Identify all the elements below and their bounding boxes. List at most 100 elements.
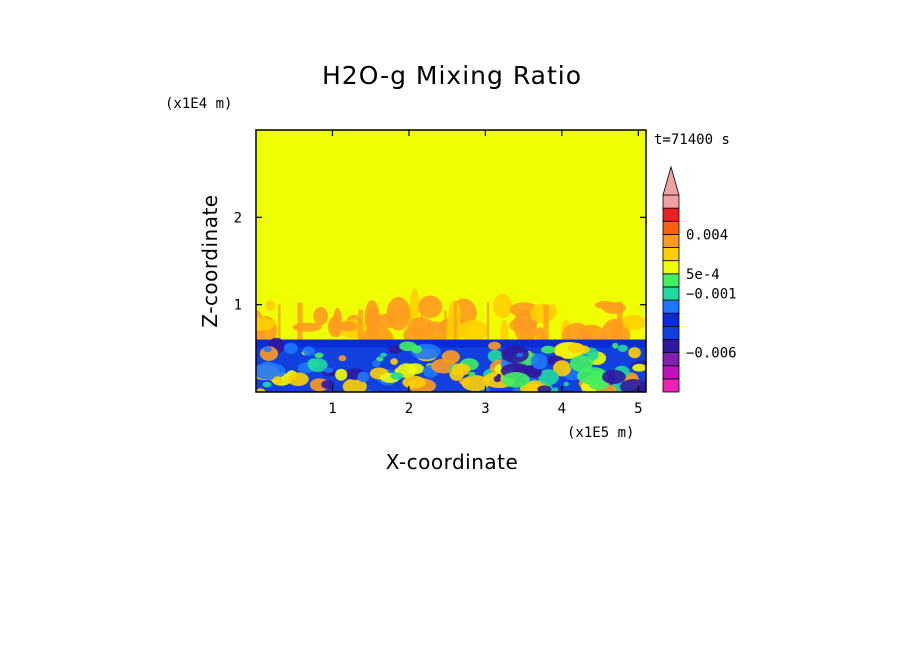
mixing-blob <box>496 373 502 379</box>
x-tick-label: 1 <box>328 401 336 417</box>
colorbar-swatch <box>662 352 680 367</box>
mixing-blob <box>372 360 381 368</box>
mixing-blob <box>302 346 315 356</box>
plot-frame <box>255 129 647 393</box>
plume-blob <box>292 322 322 332</box>
colorbar-swatch <box>662 273 680 288</box>
mixing-blob <box>628 347 641 359</box>
mixing-blob <box>376 356 384 362</box>
x-tick-label: 5 <box>634 401 642 417</box>
plume-column <box>543 304 549 344</box>
mixing-blob <box>553 387 559 392</box>
mixing-blob <box>620 379 646 392</box>
colorbar-swatch <box>662 260 680 275</box>
mixing-blob <box>531 353 548 370</box>
plume-column <box>297 302 303 342</box>
mixing-blob <box>431 358 457 374</box>
plume-blob <box>374 313 398 329</box>
x-scale-label: (x1E5 m) <box>567 425 634 441</box>
mixing-blob <box>569 355 593 372</box>
colorbar-swatch <box>662 286 680 301</box>
colorbar-label: −0.001 <box>686 287 737 303</box>
mixing-blob <box>321 380 335 389</box>
mixing-blob <box>314 352 324 359</box>
colorbar-label: −0.006 <box>686 346 737 362</box>
mixing-blob <box>402 375 426 389</box>
mixing-blob <box>502 372 530 388</box>
plot-area <box>256 130 646 392</box>
y-axis-label: Z-coordinate <box>198 194 222 327</box>
plume-blob <box>445 315 462 345</box>
mixing-blob <box>617 344 628 352</box>
mixing-blob <box>338 355 347 362</box>
mixing-blob <box>612 342 619 349</box>
plume-column <box>617 301 623 342</box>
plume-blob <box>328 316 342 338</box>
colorbar-swatch <box>662 194 680 209</box>
mixing-blob <box>516 352 524 357</box>
mixing-blob <box>632 363 646 372</box>
mixing-blob <box>512 387 521 392</box>
x-tick-label: 4 <box>558 401 566 417</box>
axis-ticks: 1 2 3 4 5 1 2 <box>234 130 646 417</box>
mixing-blob <box>538 369 559 386</box>
colorbar: 0.004 5e-4 −0.001 −0.006 <box>662 165 737 393</box>
mixing-blob <box>323 367 334 373</box>
x-tick-label: 2 <box>405 401 413 417</box>
plume-blob <box>313 307 328 326</box>
mixing-blob <box>501 345 529 364</box>
plume-column <box>486 302 490 342</box>
mixing-blob <box>461 375 490 392</box>
mixing-blob <box>451 363 471 376</box>
mixing-blob <box>263 346 272 353</box>
mixing-blob <box>262 381 272 388</box>
colorbar-swatch <box>662 207 680 222</box>
colorbar-extend-arrow <box>662 165 680 196</box>
mixing-blob <box>487 349 503 363</box>
mixing-blob <box>335 368 348 381</box>
plume-column <box>444 310 447 350</box>
mixing-blob <box>390 358 398 365</box>
colorbar-swatch <box>662 378 680 393</box>
plume-column <box>420 303 423 343</box>
mixing-blob <box>563 381 569 387</box>
plume-blob <box>621 314 646 331</box>
plume-column <box>358 309 364 349</box>
colorbar-label: 5e-4 <box>686 267 720 283</box>
mixing-blob <box>468 371 476 377</box>
plume-column <box>454 301 457 341</box>
boundary-layer-top <box>256 339 646 348</box>
mixing-blob <box>541 345 556 354</box>
plume-column <box>278 304 281 344</box>
mixing-blob <box>380 352 387 358</box>
mixing-blob <box>553 360 571 377</box>
plume-column <box>371 306 376 347</box>
mixing-blob <box>283 342 298 354</box>
x-tick-label: 3 <box>481 401 489 417</box>
time-label: t=71400 s <box>654 132 730 148</box>
plume-blob <box>338 321 358 332</box>
mixing-blob <box>256 388 266 392</box>
chart-title: H2O-g Mixing Ratio <box>322 61 582 90</box>
colorbar-swatch <box>662 312 680 327</box>
colorbar-swatch <box>662 339 680 354</box>
mixing-blob <box>287 372 309 387</box>
x-axis-label: X-coordinate <box>386 450 519 474</box>
mixing-blob <box>399 341 417 352</box>
mixing-blob <box>357 371 370 383</box>
colorbar-swatch <box>662 365 680 380</box>
mixing-blob <box>488 341 501 350</box>
colorbar-swatch <box>662 247 680 262</box>
y-scale-label: (x1E4 m) <box>165 96 232 112</box>
plume-blob <box>535 327 546 343</box>
plume-blob <box>513 308 536 343</box>
plume-blob <box>529 303 556 324</box>
mixing-blob <box>256 362 286 380</box>
mixing-blob <box>602 369 626 384</box>
y-tick-label: 1 <box>234 298 242 314</box>
mixing-blob <box>567 342 585 354</box>
mixing-blob <box>390 372 404 380</box>
plume-blob <box>256 317 275 331</box>
colorbar-swatch <box>662 325 680 340</box>
